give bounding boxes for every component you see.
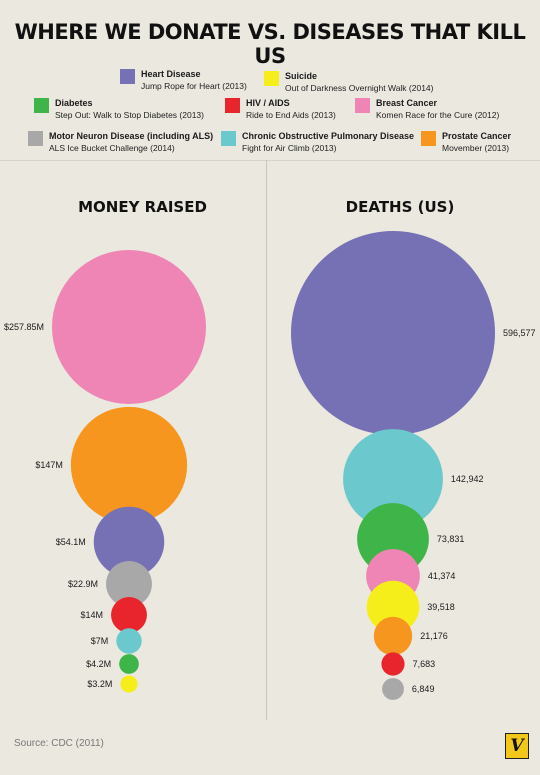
deaths-bubble-motor-neuron-disease-including-als [382, 678, 404, 700]
money-bubble-breast-cancer [52, 250, 206, 404]
legend-swatch [34, 98, 49, 113]
legend-item-diabetes: Diabetes Step Out: Walk to Stop Diabetes … [34, 97, 204, 121]
legend-swatch [421, 131, 436, 146]
section-rule [0, 160, 540, 161]
money-bubble-prostate-cancer [70, 406, 188, 524]
legend-swatch [225, 98, 240, 113]
money-value-label: $7M [91, 636, 109, 646]
money-value-label: $54.1M [56, 537, 86, 547]
legend-disease: Chronic Obstructive Pulmonary Disease [242, 131, 415, 141]
deaths-value-label: 41,374 [428, 571, 456, 581]
legend-event: Komen Race for the Cure (2012) [376, 110, 500, 120]
legend-item-hiv-aids: HIV / AIDS Ride to End Aids (2013) [225, 97, 336, 121]
legend-item-copd: Chronic Obstructive Pulmonary Disease Fig… [221, 130, 414, 154]
legend-item-motor-neuron: Motor Neuron Disease (including ALS) ALS … [28, 130, 213, 154]
legend-disease: Diabetes [55, 98, 93, 108]
deaths-value-label: 39,518 [427, 602, 455, 612]
money-value-label: $22.9M [68, 579, 98, 589]
legend-event: ALS Ice Bucket Challenge (2014) [49, 143, 175, 153]
deaths-bubble-prostate-cancer [373, 616, 413, 656]
money-value-label: $4.2M [86, 659, 111, 669]
legend-disease: Prostate Cancer [442, 131, 512, 141]
vox-logo: V [505, 733, 529, 759]
deaths-value-label: 73,831 [437, 534, 465, 544]
legend-event: Movember (2013) [442, 143, 510, 153]
legend-item-prostate-cancer: Prostate Cancer Movember (2013) [421, 130, 511, 154]
deaths-value-label: 6,849 [412, 684, 435, 694]
legend-swatch [355, 98, 370, 113]
legend-event: Step Out: Walk to Stop Diabetes (2013) [55, 110, 204, 120]
deaths-bubble-chronic-obstructive-pulmonary-disease [343, 429, 443, 529]
legend-event: Ride to End Aids (2013) [246, 110, 336, 120]
legend-swatch [264, 71, 279, 86]
money-bubble-heart-disease [93, 506, 165, 578]
legend-event: Out of Darkness Overnight Walk (2014) [285, 83, 434, 93]
legend-item-breast-cancer: Breast Cancer Komen Race for the Cure (20… [355, 97, 499, 121]
money-bubble-suicide [120, 675, 138, 693]
deaths-value-label: 7,683 [413, 659, 436, 669]
deaths-bubble-hiv-aids [381, 652, 405, 676]
source-note: Source: CDC (2011) [14, 738, 104, 749]
legend-event: Fight for Air Climb (2013) [242, 143, 337, 153]
money-bubble-hiv-aids [111, 597, 147, 633]
money-value-label: $14M [81, 610, 104, 620]
deaths-value-label: 142,942 [451, 474, 484, 484]
deaths-bubble-suicide [366, 580, 420, 634]
legend-disease: Suicide [285, 71, 318, 81]
money-value-label: $257.85M [4, 322, 44, 332]
money-value-label: $147M [35, 460, 63, 470]
legend-swatch [221, 131, 236, 146]
money-bubble-motor-neuron-disease-including-als [106, 561, 152, 607]
legend-disease: Motor Neuron Disease (including ALS) [49, 131, 214, 141]
deaths-value-label: 596,577 [503, 328, 536, 338]
deaths-heading: DEATHS (US) [345, 198, 455, 216]
column-divider [266, 160, 267, 720]
money-value-label: $3.2M [87, 679, 112, 689]
legend-swatch [28, 131, 43, 146]
legend-swatch [120, 69, 135, 84]
legend-disease: Breast Cancer [376, 98, 438, 108]
deaths-bubble-heart-disease [291, 231, 495, 435]
chart-title: WHERE WE DONATE VS. DISEASES THAT KILL U… [14, 20, 526, 68]
money-bubble-chronic-obstructive-pulmonary-disease [116, 628, 142, 654]
money-raised-heading: MONEY RAISED [78, 198, 207, 216]
legend-disease: Heart Disease [141, 69, 201, 79]
legend-item-suicide: Suicide Out of Darkness Overnight Walk (2… [264, 70, 434, 94]
deaths-value-label: 21,176 [420, 631, 448, 641]
legend-event: Jump Rope for Heart (2013) [141, 81, 247, 91]
money-bubble-diabetes [119, 654, 139, 674]
legend-item-heart-disease: Heart Disease Jump Rope for Heart (2013) [120, 68, 247, 92]
legend-disease: HIV / AIDS [246, 98, 290, 108]
